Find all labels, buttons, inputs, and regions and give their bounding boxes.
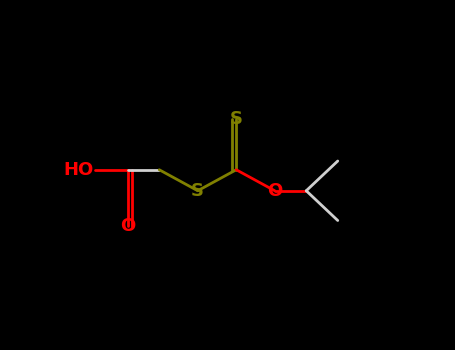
Text: S: S — [191, 182, 204, 200]
Text: O: O — [267, 182, 283, 200]
Text: S: S — [230, 110, 243, 128]
Text: O: O — [120, 217, 136, 235]
Text: HO: HO — [63, 161, 93, 179]
